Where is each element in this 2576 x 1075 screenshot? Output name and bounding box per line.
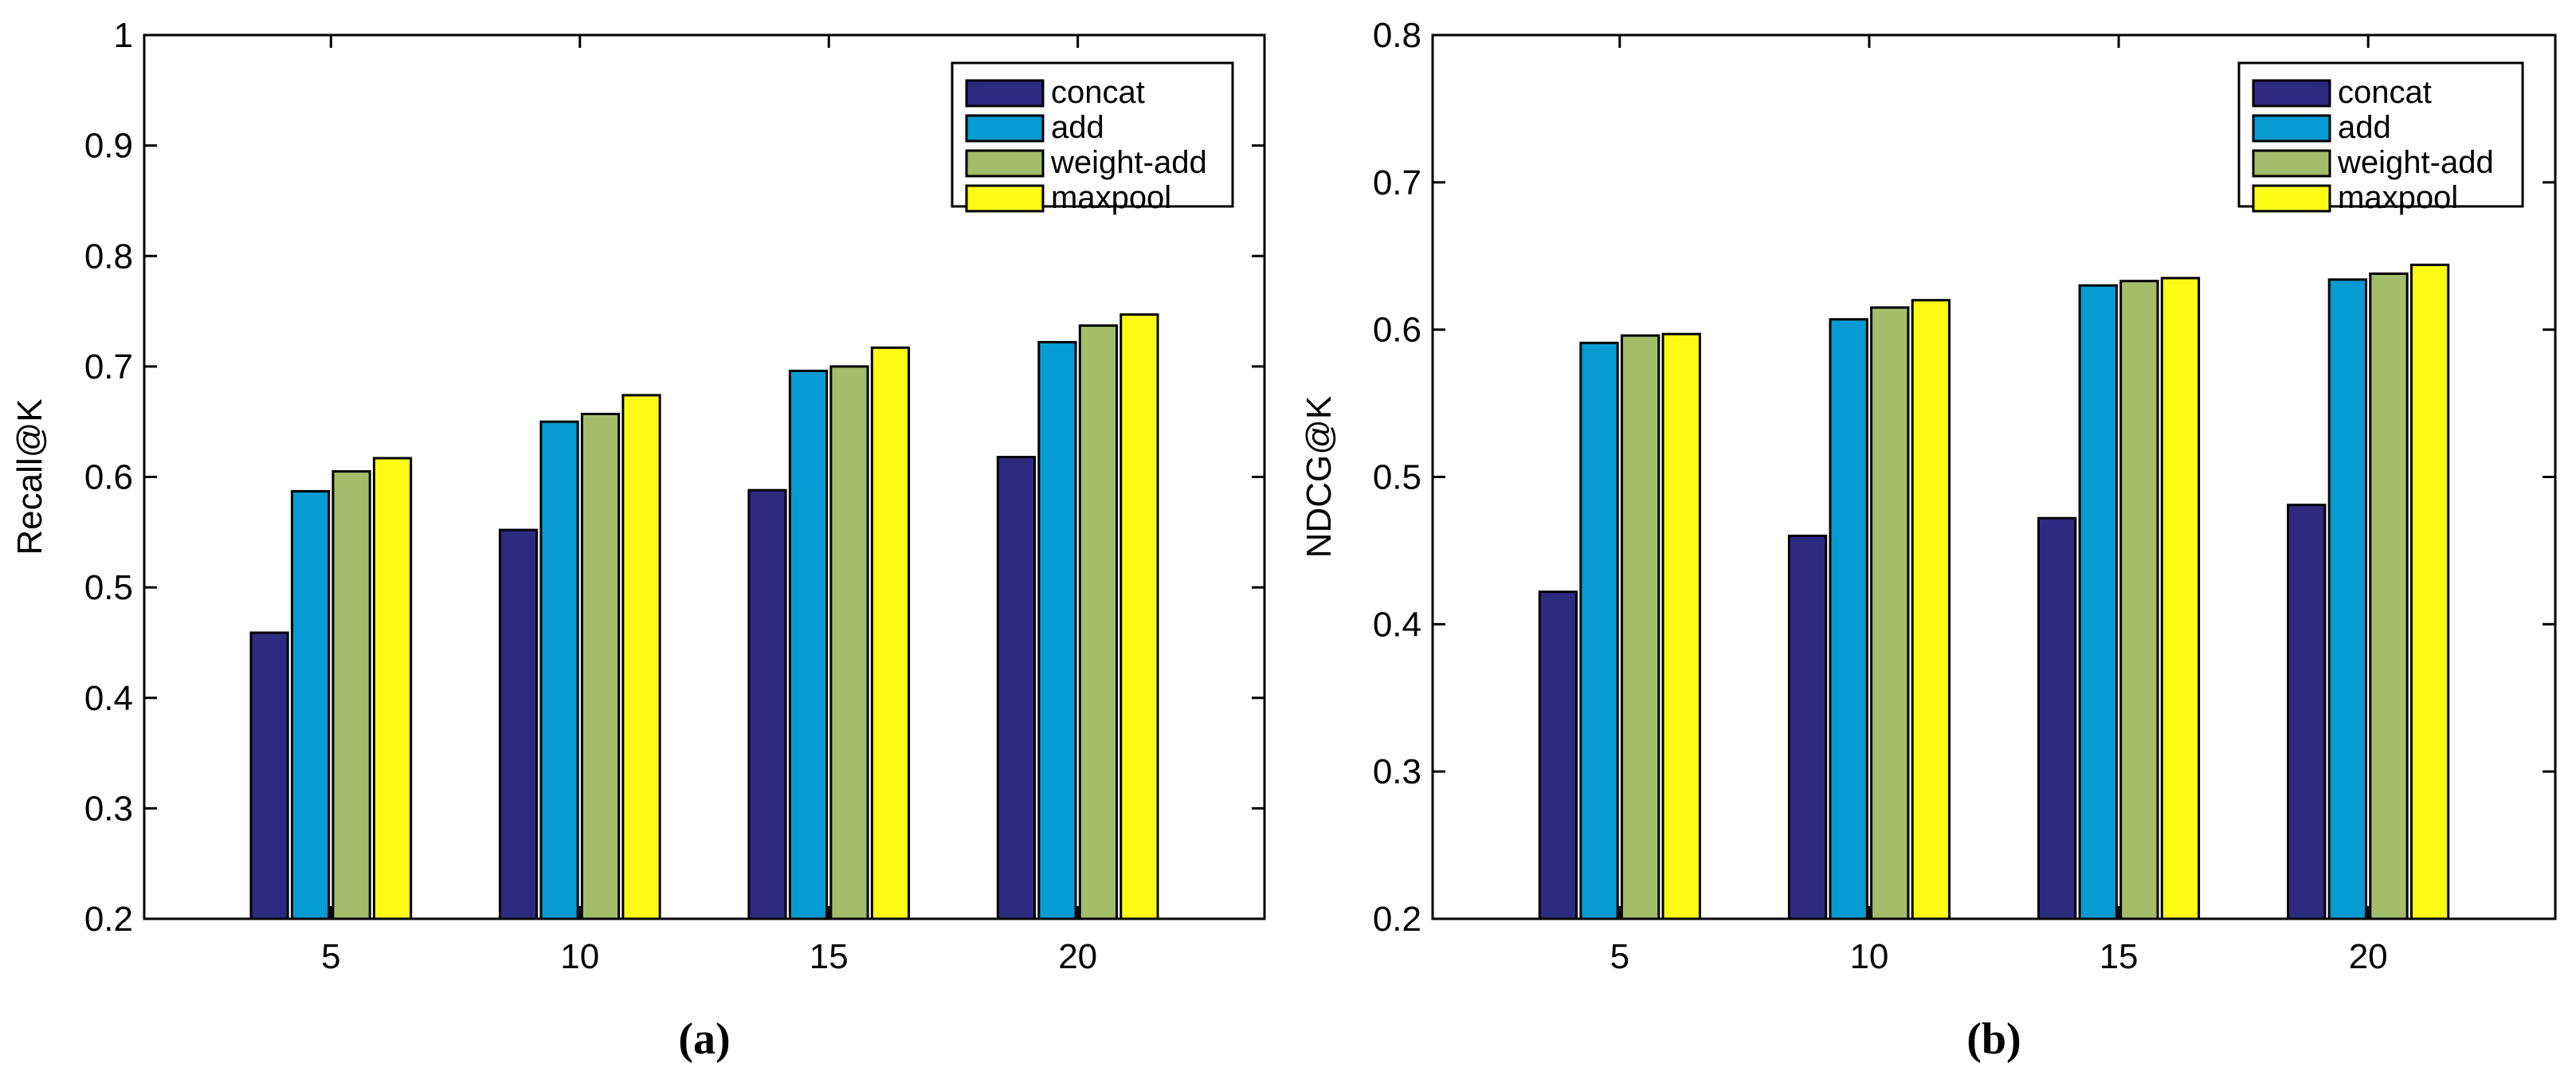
legend-label-add: add: [1051, 110, 1104, 145]
bar-add-10: [539, 420, 579, 920]
y-axis: 0.2 0.3 0.4 0.5 0.6 0.7 0.8: [1373, 16, 2555, 939]
x-tick-label: 10: [1849, 937, 1888, 976]
legend-label-concat: concat: [1051, 75, 1145, 110]
bar-maxpool-5: [372, 457, 413, 920]
bars: [1538, 263, 2450, 920]
bar-maxpool-10: [1911, 299, 1951, 920]
bar-concat-20: [2287, 504, 2327, 920]
y-tick-label: 0.5: [84, 568, 133, 607]
bar-concat-5: [1538, 590, 1578, 920]
y-axis-label: NDCG@K: [1300, 396, 1339, 559]
y-tick-label: 0.5: [1373, 458, 1421, 497]
chart-caption: (a): [678, 1014, 730, 1064]
bar-add-10: [1829, 318, 1868, 920]
bar-maxpool-20: [1119, 313, 1159, 920]
bar-concat-15: [2037, 516, 2077, 920]
bar-maxpool-5: [1661, 332, 1701, 920]
legend-label-add: add: [2338, 110, 2391, 145]
legend-swatch-weight-add: [965, 149, 1045, 178]
bar-weight-add-20: [1078, 324, 1119, 920]
chart-b: 0.2 0.3 0.4 0.5 0.6 0.7 0.8 5 10 15 20 NDCG@K concat…: [1300, 16, 2557, 1064]
x-tick-label: 5: [1610, 937, 1629, 976]
bar-weight-add-5: [331, 470, 371, 920]
y-tick-label: 0.3: [1373, 752, 1421, 791]
bar-concat-20: [996, 456, 1037, 920]
bar-add-5: [1579, 341, 1619, 920]
legend-label-concat: concat: [2338, 75, 2432, 110]
x-tick-label: 20: [2349, 937, 2388, 976]
y-axis: 0.2 0.3 0.4 0.5 0.6 0.7 0.8 0.9 1: [84, 16, 1264, 939]
legend-swatch-concat: [2252, 79, 2331, 108]
bar-weight-add-20: [2369, 272, 2409, 920]
y-tick-label: 0.8: [84, 237, 133, 276]
bar-concat-10: [498, 528, 539, 920]
y-axis-label: Recall@K: [10, 398, 49, 555]
legend-label-maxpool: maxpool: [2338, 180, 2458, 215]
bar-maxpool-10: [621, 394, 661, 920]
y-tick-label: 0.6: [1373, 311, 1421, 350]
bars: [249, 313, 1159, 920]
bar-add-15: [788, 369, 829, 920]
bar-weight-add-5: [1620, 334, 1660, 920]
legend-label-weight-add: weight-add: [1050, 145, 1207, 180]
y-tick-label: 0.8: [1373, 16, 1421, 55]
bar-concat-10: [1787, 534, 1828, 920]
bar-concat-5: [249, 631, 289, 920]
bar-weight-add-15: [2119, 280, 2159, 920]
y-tick-label: 0.2: [84, 900, 133, 939]
x-tick-label: 10: [560, 937, 599, 976]
legend-swatch-maxpool: [965, 184, 1045, 213]
bar-add-15: [2078, 284, 2118, 920]
x-tick-label: 15: [2100, 937, 2139, 976]
legend-label-weight-add: weight-add: [2337, 145, 2494, 180]
legend-swatch-add: [2252, 114, 2331, 143]
y-tick-label: 1: [114, 16, 133, 55]
x-tick-label: 5: [321, 937, 340, 976]
x-tick-label: 15: [810, 937, 849, 976]
bar-weight-add-10: [1870, 306, 1910, 920]
y-tick-label: 0.4: [84, 679, 133, 718]
y-tick-label: 0.7: [84, 347, 133, 386]
x-axis: 5 10 15 20: [1610, 35, 2388, 976]
bar-maxpool-15: [2160, 277, 2201, 920]
x-axis: 5 10 15 20: [321, 35, 1097, 976]
bar-add-5: [290, 490, 331, 920]
bar-add-20: [2327, 278, 2368, 920]
bar-add-20: [1037, 340, 1077, 920]
legend-swatch-weight-add: [2252, 149, 2331, 178]
y-tick-label: 0.9: [84, 127, 133, 166]
legend-label-maxpool: maxpool: [1051, 180, 1171, 215]
y-tick-label: 0.7: [1373, 163, 1421, 202]
bar-weight-add-10: [580, 412, 621, 920]
chart-caption: (b): [1966, 1014, 2021, 1064]
y-tick-label: 0.6: [84, 458, 133, 497]
bar-weight-add-15: [829, 365, 869, 920]
chart-a: 0.20.30.40.50.60.70.80.915 10 15 20Recall@K…: [10, 16, 1266, 1064]
y-tick-label: 0.2: [1373, 900, 1421, 939]
bar-maxpool-15: [870, 346, 911, 920]
bar-concat-15: [747, 488, 787, 920]
legend-swatch-add: [965, 114, 1045, 143]
y-tick-label: 0.4: [1373, 605, 1421, 644]
legend-swatch-concat: [965, 79, 1045, 108]
y-tick-label: 0.3: [84, 789, 133, 828]
x-tick-label: 20: [1058, 937, 1097, 976]
legend-swatch-maxpool: [2252, 184, 2331, 213]
bar-maxpool-20: [2409, 263, 2450, 920]
